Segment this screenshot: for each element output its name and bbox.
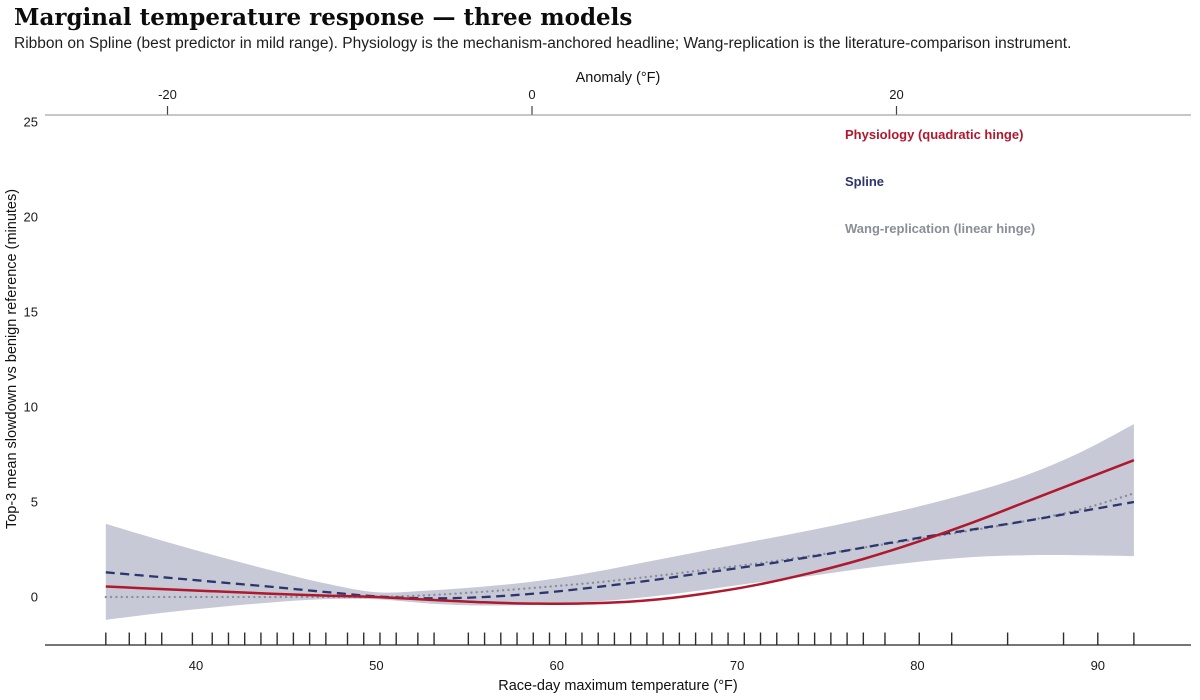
bottom-axis-title: Race-day maximum temperature (°F)	[498, 678, 737, 694]
x-tick-label: 70	[730, 658, 744, 673]
y-tick-label: 0	[31, 590, 38, 605]
spline-line	[105, 500, 1135, 600]
wang-replication-line	[104, 492, 1136, 599]
x-axis-tick-labels: 40 50 60 70 80 90	[189, 658, 1105, 673]
rug-layer	[105, 632, 1135, 645]
legend-wang: Wang-replication (linear hinge)	[845, 221, 1035, 236]
top-axis-title: Anomaly (°F)	[576, 70, 661, 86]
chart-header: Marginal temperature response — three mo…	[0, 0, 1200, 53]
confidence-ribbon	[105, 424, 1134, 620]
legend: Physiology (quadratic hinge) Spline Wang…	[845, 127, 1035, 236]
series-layer	[104, 459, 1136, 606]
y-tick-label: 15	[24, 305, 38, 320]
x-tick-label: 80	[910, 658, 924, 673]
temperature-response-chart: Anomaly (°F) -20 0 20 0 5 10 15 20 25 40 50 60 70 8…	[4, 70, 1191, 694]
anomaly-tick-label: -20	[158, 87, 177, 102]
y-tick-label: 20	[24, 210, 38, 225]
y-axis-title: Top-3 mean slowdown vs benign reference …	[4, 189, 20, 529]
y-tick-label: 10	[24, 400, 38, 415]
anomaly-tick-label: 20	[889, 87, 903, 102]
page-subtitle: Ribbon on Spline (best predictor in mild…	[14, 34, 1072, 52]
legend-physiology: Physiology (quadratic hinge)	[845, 127, 1023, 142]
legend-spline: Spline	[845, 174, 884, 189]
page-title: Marginal temperature response — three mo…	[14, 4, 633, 31]
x-tick-label: 90	[1091, 658, 1105, 673]
x-tick-label: 60	[549, 658, 563, 673]
top-axis-ticks: -20 0 20	[158, 87, 904, 115]
y-tick-label: 5	[31, 495, 38, 510]
anomaly-tick-label: 0	[528, 87, 535, 102]
x-tick-label: 40	[189, 658, 203, 673]
physiology-line	[105, 459, 1135, 606]
y-tick-label: 25	[24, 115, 38, 130]
y-axis-tick-labels: 0 5 10 15 20 25	[24, 115, 38, 605]
ribbon-layer	[105, 424, 1134, 620]
x-tick-label: 50	[369, 658, 383, 673]
